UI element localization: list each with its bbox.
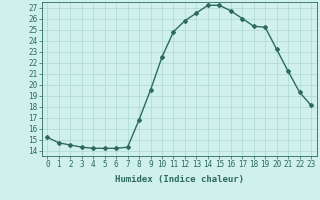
X-axis label: Humidex (Indice chaleur): Humidex (Indice chaleur)	[115, 175, 244, 184]
